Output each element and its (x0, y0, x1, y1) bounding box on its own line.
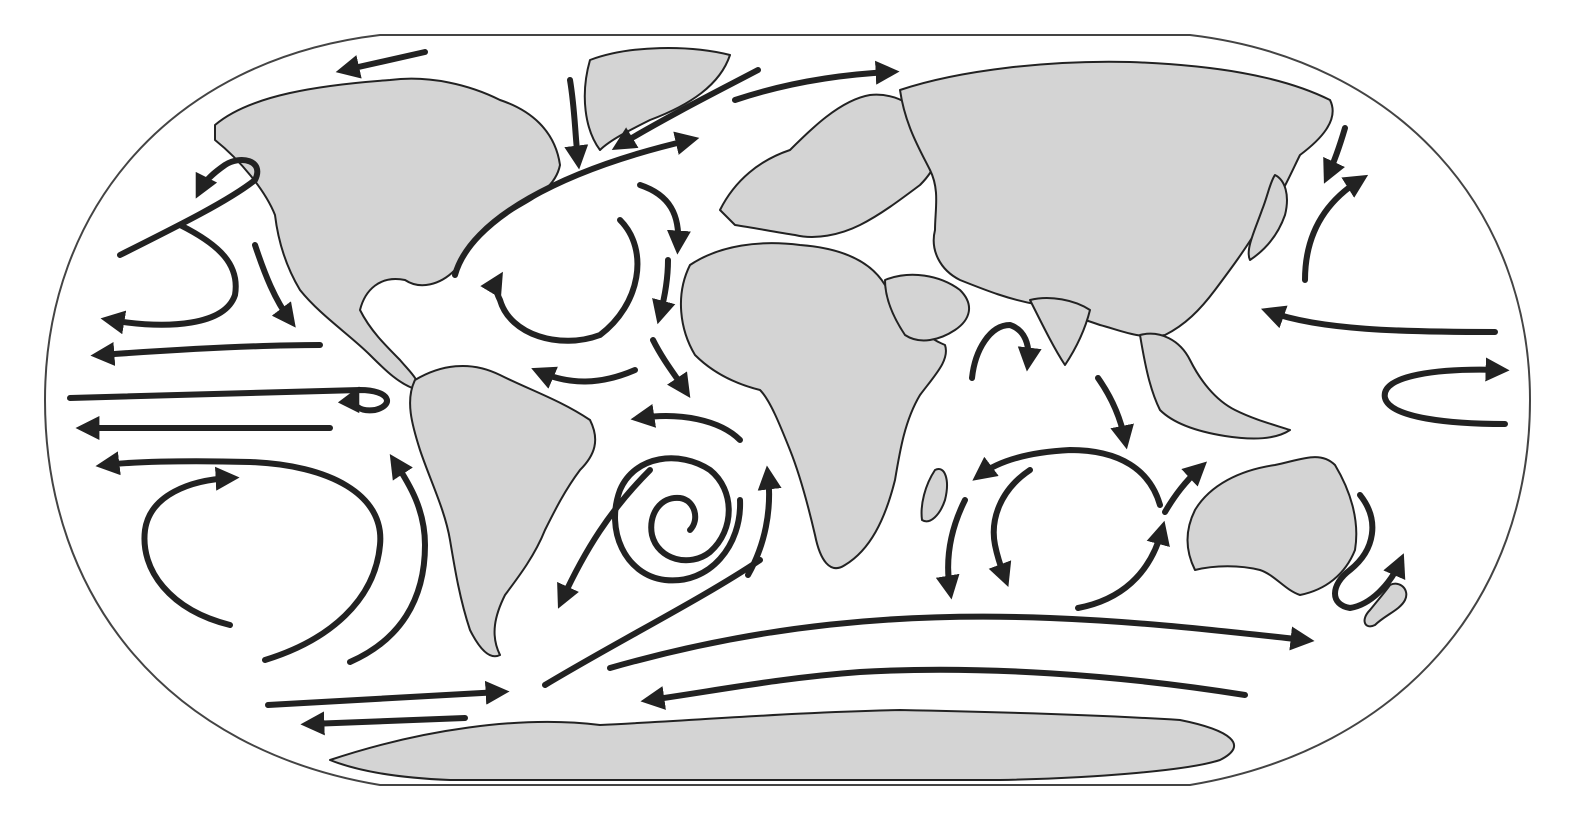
current-arrow (1332, 492, 1406, 611)
south-america (409, 364, 597, 658)
current-arrow (640, 666, 1248, 710)
current-arrow (732, 60, 900, 103)
current-arrow (564, 77, 589, 170)
madagascar (920, 468, 948, 523)
current-arrow (1260, 305, 1498, 335)
arabia (884, 273, 970, 342)
new-zealand (1363, 582, 1408, 628)
current-arrow (117, 157, 261, 258)
greenland (583, 47, 731, 151)
current-arrow (335, 49, 428, 79)
current-arrow (650, 337, 691, 398)
current-arrow (935, 497, 968, 600)
current-arrow (265, 680, 510, 708)
current-arrow (1381, 357, 1510, 427)
landmasses (214, 47, 1408, 781)
current-arrow (652, 257, 676, 325)
current-arrow (611, 67, 761, 150)
current-arrow (1095, 375, 1134, 450)
ocean-currents (67, 49, 1510, 736)
north-america (214, 77, 561, 391)
current-arrow (300, 711, 468, 736)
asia (899, 60, 1334, 338)
current-arrow (95, 451, 384, 663)
current-arrow (141, 466, 240, 628)
current-arrow (969, 322, 1042, 381)
current-arrow (1302, 174, 1369, 283)
india (1029, 297, 1091, 366)
current-arrow (90, 342, 323, 366)
current-arrow (67, 386, 390, 414)
current-arrow (1075, 520, 1170, 611)
australia (1186, 456, 1358, 596)
antarctica (329, 709, 1235, 781)
southeast-asia (1139, 332, 1291, 440)
current-arrow (1323, 125, 1348, 184)
current-arrow (637, 182, 691, 255)
current-arrow (100, 222, 239, 335)
current-arrow (612, 455, 744, 584)
africa (679, 242, 947, 570)
current-arrow (557, 467, 653, 609)
current-arrow (452, 131, 700, 278)
current-arrow (252, 242, 296, 328)
current-arrow (972, 447, 1163, 508)
current-arrow (531, 366, 638, 389)
current-arrow (988, 467, 1033, 587)
japan (1247, 174, 1288, 261)
current-arrow (630, 404, 743, 443)
current-arrow (607, 613, 1315, 671)
current-arrow (542, 557, 763, 688)
current-arrow (347, 453, 428, 665)
current-arrow (1162, 461, 1208, 515)
current-arrow (480, 217, 641, 344)
